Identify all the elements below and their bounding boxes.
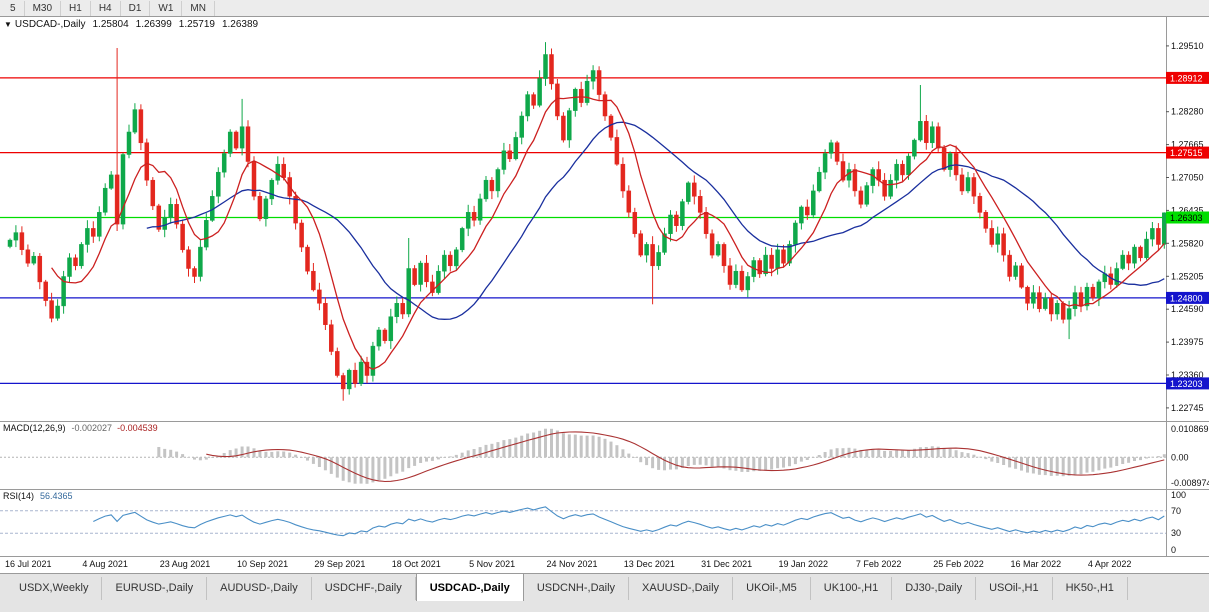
main-chart-panel: ▼ USDCAD-,Daily 1.25804 1.26399 1.25719 1.263… xyxy=(0,17,1209,421)
ohlc-low: 1.25719 xyxy=(178,19,215,30)
svg-text:1.22745: 1.22745 xyxy=(1171,403,1204,413)
date-label: 4 Aug 2021 xyxy=(82,559,128,569)
chart-tab-usoil-h1[interactable]: USOil-,H1 xyxy=(976,577,1053,600)
timeframe-button-m30[interactable]: M30 xyxy=(25,0,62,16)
chart-symbol-label: USDCAD-,Daily xyxy=(14,19,86,30)
macd-name: MACD(12,26,9) xyxy=(3,423,66,433)
timeframe-button-mn[interactable]: MN xyxy=(182,0,215,16)
date-label: 13 Dec 2021 xyxy=(623,559,675,569)
ohlc-close: 1.26389 xyxy=(221,19,259,30)
date-label: 10 Sep 2021 xyxy=(237,559,289,569)
svg-text:100: 100 xyxy=(1171,490,1186,500)
main-chart-canvas[interactable]: 1.29510 1.28280 1.27665 1.27050 1.26435 1.258… xyxy=(0,17,1209,421)
chart-tab-dj30-daily[interactable]: DJ30-,Daily xyxy=(892,577,977,600)
svg-text:1.27050: 1.27050 xyxy=(1171,173,1204,183)
svg-text:1.26435: 1.26435 xyxy=(1171,205,1204,215)
chart-tab-ukoil-m5[interactable]: UKOil-,M5 xyxy=(733,577,811,600)
rsi-label: RSI(14) 56.4365 xyxy=(3,491,73,501)
svg-text:1.23203: 1.23203 xyxy=(1170,379,1203,389)
rsi-canvas[interactable]: 100 70 30 0 xyxy=(0,490,1209,556)
chart-tab-usdcnh-daily[interactable]: USDCNH-,Daily xyxy=(524,577,630,600)
timeframe-button-h1[interactable]: H1 xyxy=(61,0,91,16)
macd-indicator-panel: MACD(12,26,9) -0.002027 -0.004539 0.010869… xyxy=(0,421,1209,489)
date-label: 31 Dec 2021 xyxy=(701,559,753,569)
chart-tab-hk50-h1[interactable]: HK50-,H1 xyxy=(1053,577,1128,600)
svg-text:1.23975: 1.23975 xyxy=(1171,337,1204,347)
chart-tab-audusd-daily[interactable]: AUDUSD-,Daily xyxy=(207,577,312,600)
chart-tab-usdcad-daily[interactable]: USDCAD-,Daily xyxy=(415,574,524,601)
chart-title: ▼ USDCAD-,Daily 1.25804 1.26399 1.25719 1.263… xyxy=(4,19,265,30)
date-label: 4 Apr 2022 xyxy=(1087,559,1132,569)
svg-text:1.27515: 1.27515 xyxy=(1170,148,1203,158)
collapse-triangle-icon[interactable]: ▼ xyxy=(4,20,12,29)
date-label: 25 Feb 2022 xyxy=(933,559,984,569)
chart-tab-usdchf-daily[interactable]: USDCHF-,Daily xyxy=(312,577,416,600)
date-label: 5 Nov 2021 xyxy=(469,559,516,569)
date-label: 7 Feb 2022 xyxy=(855,559,902,569)
macd-canvas[interactable]: 0.010869 0.00 -0.008974 xyxy=(0,422,1209,489)
svg-text:1.29510: 1.29510 xyxy=(1171,41,1204,51)
ohlc-open: 1.25804 xyxy=(92,19,129,30)
svg-text:30: 30 xyxy=(1171,528,1181,538)
timeframe-button-h4[interactable]: H4 xyxy=(91,0,121,16)
date-label: 18 Oct 2021 xyxy=(391,559,441,569)
svg-text:1.24800: 1.24800 xyxy=(1170,293,1203,303)
date-label: 24 Nov 2021 xyxy=(546,559,598,569)
rsi-indicator-panel: RSI(14) 56.4365 100 70 30 0 xyxy=(0,489,1209,556)
svg-text:1.26303: 1.26303 xyxy=(1170,213,1203,223)
macd-value: -0.002027 xyxy=(71,423,113,433)
svg-text:1.23360: 1.23360 xyxy=(1171,370,1204,380)
svg-text:1.25205: 1.25205 xyxy=(1171,271,1204,281)
ohlc-high: 1.26399 xyxy=(135,19,172,30)
macd-signal-value: -0.004539 xyxy=(117,423,158,433)
svg-text:1.25820: 1.25820 xyxy=(1171,238,1204,248)
svg-text:0: 0 xyxy=(1171,545,1176,555)
chart-tab-bar: USDX,Weekly EURUSD-,Daily AUDUSD-,Daily USD… xyxy=(0,573,1209,612)
timeframe-button-w1[interactable]: W1 xyxy=(150,0,183,16)
chart-tab-usdx-weekly[interactable]: USDX,Weekly xyxy=(6,577,103,600)
rsi-value: 56.4365 xyxy=(40,491,73,501)
svg-text:-0.008974: -0.008974 xyxy=(1171,478,1209,488)
svg-text:0.00: 0.00 xyxy=(1171,452,1189,462)
svg-text:1.27665: 1.27665 xyxy=(1171,140,1204,150)
svg-text:1.24590: 1.24590 xyxy=(1171,304,1204,314)
date-label: 16 Jul 2021 xyxy=(5,559,52,569)
svg-text:1.28912: 1.28912 xyxy=(1170,73,1203,83)
date-label: 19 Jan 2022 xyxy=(778,559,829,569)
date-label: 23 Aug 2021 xyxy=(159,559,211,569)
timeframe-button-5[interactable]: 5 xyxy=(2,0,25,16)
svg-text:0.010869: 0.010869 xyxy=(1171,424,1209,434)
timeframe-button-d1[interactable]: D1 xyxy=(121,0,151,16)
date-label: 29 Sep 2021 xyxy=(314,559,366,569)
rsi-name: RSI(14) xyxy=(3,491,35,501)
date-axis[interactable]: 16 Jul 2021 4 Aug 2021 23 Aug 2021 10 Sep 2… xyxy=(0,556,1209,573)
date-label: 16 Mar 2022 xyxy=(1010,559,1062,569)
svg-text:1.28280: 1.28280 xyxy=(1171,107,1204,117)
chart-tab-eurusd-daily[interactable]: EURUSD-,Daily xyxy=(102,577,208,600)
chart-tab-uk100-h1[interactable]: UK100-,H1 xyxy=(811,577,893,600)
timeframe-toolbar: 5 M30 H1 H4 D1 W1 MN xyxy=(0,0,1209,17)
macd-label: MACD(12,26,9) -0.002027 -0.004539 xyxy=(3,423,158,433)
svg-text:70: 70 xyxy=(1171,506,1181,516)
chart-tab-xauusd-daily[interactable]: XAUUSD-,Daily xyxy=(629,577,734,600)
